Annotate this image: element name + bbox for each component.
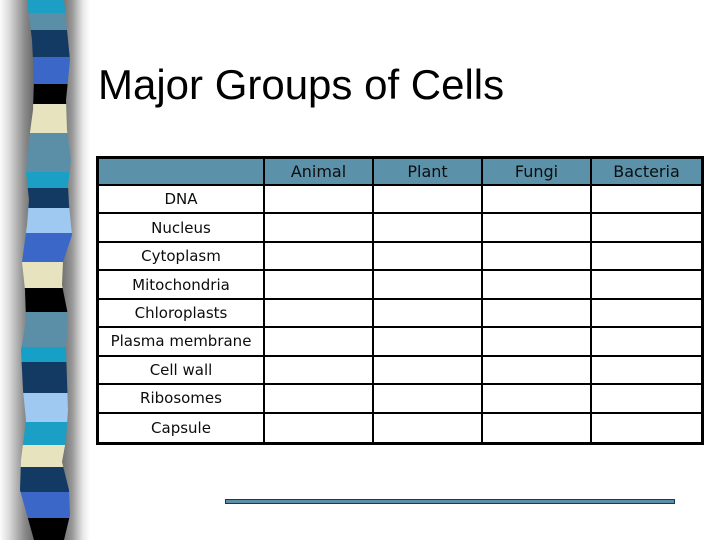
data-cell (374, 271, 483, 300)
strip-band (20, 262, 72, 288)
strip-band (20, 0, 72, 13)
data-cell (265, 242, 374, 272)
strip-band (20, 393, 72, 422)
row-label-mitochondria: Mitochondria (99, 271, 265, 300)
row-label-chloroplasts: Chloroplasts (99, 299, 265, 329)
data-cell (265, 356, 374, 386)
strip-band (20, 57, 72, 84)
data-cell (483, 271, 592, 300)
strip-band (20, 30, 72, 57)
color-strip-bands (20, 0, 72, 540)
data-cell (374, 214, 483, 243)
strip-band (20, 312, 72, 347)
data-cell (592, 214, 701, 243)
slide-title: Major Groups of Cells (98, 61, 505, 108)
row-label-cytoplasm: Cytoplasm (99, 242, 265, 272)
data-cell (483, 214, 592, 243)
data-cell (592, 243, 701, 272)
data-cell (483, 413, 592, 442)
data-cell (265, 271, 374, 300)
left-decoration-band (0, 0, 90, 540)
data-cell (592, 186, 701, 215)
data-cell (265, 214, 374, 243)
data-cell (483, 299, 592, 329)
data-cell (374, 328, 483, 357)
divider-line (225, 499, 675, 504)
strip-band (20, 133, 72, 172)
column-header-animal: Animal (265, 159, 374, 186)
row-label-ribosomes: Ribosomes (99, 385, 265, 414)
row-label-dna: DNA (99, 186, 265, 215)
column-header-fungi: Fungi (483, 159, 592, 186)
strip-band (20, 13, 72, 30)
strip-band (20, 104, 72, 133)
data-cell (265, 413, 374, 442)
strip-band (20, 208, 72, 233)
strip-band (20, 288, 72, 312)
data-cell (592, 300, 701, 329)
data-cell (265, 299, 374, 329)
strip-band (20, 233, 72, 262)
table-corner-cell (99, 159, 265, 186)
data-cell (265, 328, 374, 357)
row-label-nucleus: Nucleus (99, 214, 265, 243)
row-label-plasma-membrane: Plasma membrane (99, 328, 265, 357)
strip-band (20, 467, 72, 492)
data-cell (483, 328, 592, 357)
strip-band (20, 422, 72, 445)
data-cell (265, 385, 374, 414)
data-cell (374, 299, 483, 329)
data-cell (592, 271, 701, 300)
data-cell (265, 186, 374, 215)
data-cell (374, 356, 483, 386)
data-cell (374, 186, 483, 215)
column-header-plant: Plant (374, 159, 483, 186)
data-cell (483, 186, 592, 215)
data-cell (592, 414, 701, 442)
data-cell (592, 385, 701, 414)
color-strip (20, 0, 72, 540)
data-cell (374, 385, 483, 414)
row-label-capsule: Capsule (99, 413, 265, 442)
cells-table: Animal Plant Fungi Bacteria DNA Nucleus Cytopl… (96, 156, 704, 445)
strip-band (20, 492, 72, 518)
strip-band (20, 362, 72, 393)
data-cell (483, 242, 592, 272)
strip-band (20, 172, 72, 188)
data-cell (374, 242, 483, 272)
data-cell (483, 385, 592, 414)
data-cell (483, 356, 592, 386)
row-label-cell-wall: Cell wall (99, 356, 265, 386)
strip-band (20, 84, 72, 104)
column-header-bacteria: Bacteria (592, 159, 701, 186)
strip-band (20, 188, 72, 208)
strip-band (20, 445, 72, 467)
strip-band (20, 518, 72, 540)
data-cell (374, 413, 483, 442)
strip-band (20, 347, 72, 362)
data-cell (592, 357, 701, 386)
data-cell (592, 328, 701, 357)
